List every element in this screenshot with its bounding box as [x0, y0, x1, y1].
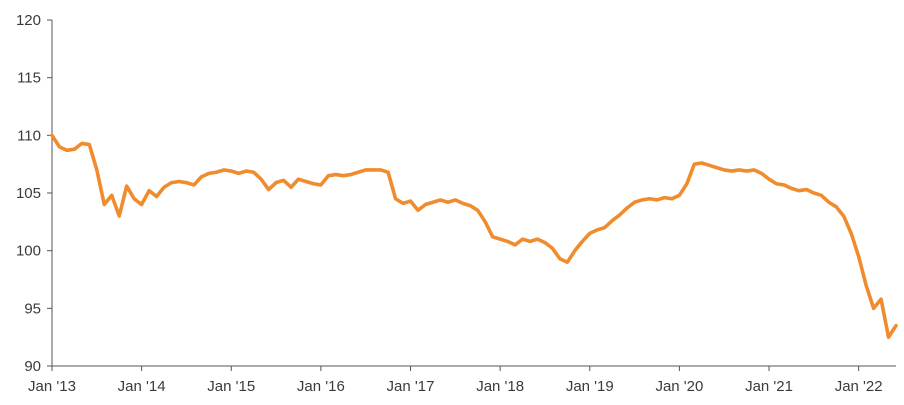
- x-tick-label: Jan '18: [476, 378, 524, 395]
- x-axis: Jan '13 Jan '14 Jan '15 Jan '16 Jan '17 Jan '…: [28, 365, 896, 395]
- series-line: [50, 133, 898, 339]
- series-group: [50, 133, 898, 339]
- y-tick-label: 110: [17, 127, 41, 144]
- y-tick-label: 90: [24, 358, 41, 375]
- y-tick-label: 105: [16, 185, 41, 202]
- x-tick-label: Jan '15: [207, 378, 255, 395]
- x-tick-label: Jan '17: [387, 378, 435, 395]
- x-tick-label: Jan '20: [655, 378, 703, 395]
- y-tick-label: 115: [17, 70, 41, 87]
- x-tick-label: Jan '19: [566, 378, 614, 395]
- x-tick-label: Jan '21: [745, 378, 793, 395]
- y-tick-label: 100: [16, 243, 41, 260]
- y-tick-label: 95: [24, 300, 41, 317]
- x-tick-label: Jan '13: [28, 378, 76, 395]
- x-tick-label: Jan '22: [835, 378, 883, 395]
- y-tick-label: 120: [16, 12, 41, 29]
- x-tick-label: Jan '14: [118, 378, 166, 395]
- y-axis: 90 95 100 105 110 115 120: [16, 12, 53, 375]
- x-tick-label: Jan '16: [297, 378, 345, 395]
